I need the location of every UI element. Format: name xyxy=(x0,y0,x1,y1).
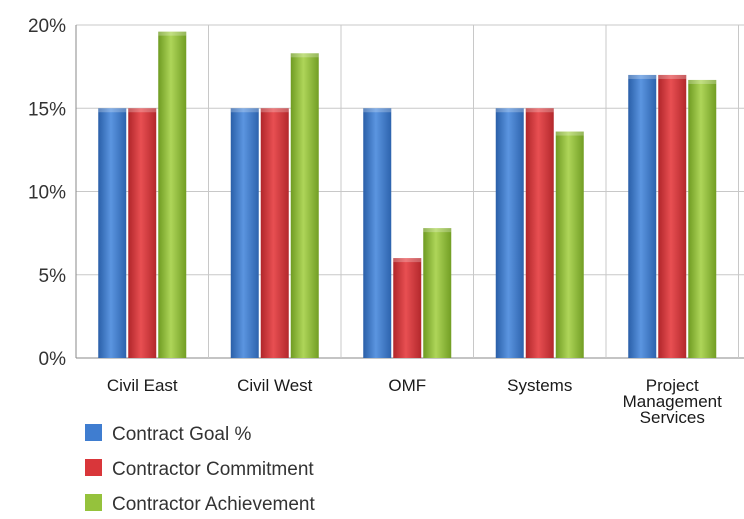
axes xyxy=(75,25,739,358)
bar-highlight xyxy=(128,108,157,113)
x-category-label-line: Civil East xyxy=(107,376,178,395)
x-category-label: Civil West xyxy=(237,376,313,395)
bar-contract-goal xyxy=(98,108,127,358)
bar-contractor-achievement xyxy=(555,131,584,358)
y-tick-label: 0% xyxy=(39,349,67,370)
bar-highlight xyxy=(260,108,289,113)
bar-highlight xyxy=(555,131,584,136)
bar-contractor-commitment xyxy=(393,258,422,358)
x-category-label-line: Services xyxy=(640,408,705,427)
bar-contractor-achievement xyxy=(423,228,452,358)
bar-highlight xyxy=(363,108,392,113)
legend-swatch xyxy=(85,459,102,476)
bar-contractor-commitment xyxy=(260,108,289,358)
bar-highlight xyxy=(628,74,657,79)
legend-label: Contractor Commitment xyxy=(112,459,314,480)
bar-contract-goal xyxy=(495,108,524,358)
legend: Contract Goal % Contractor Commitment Cont… xyxy=(85,424,315,515)
y-tick-label: 15% xyxy=(28,99,66,120)
bar-contract-goal xyxy=(628,74,657,358)
bar-highlight xyxy=(98,108,127,113)
bar-highlight xyxy=(393,258,422,263)
bar-contract-goal xyxy=(363,108,392,358)
x-category-label: Project Management Services xyxy=(623,376,723,427)
bar-highlight xyxy=(495,108,524,113)
x-category-label-line: Systems xyxy=(507,376,572,395)
y-tick-label: 5% xyxy=(39,266,67,287)
bar-contractor-commitment xyxy=(128,108,157,358)
legend-label: Contractor Achievement xyxy=(112,494,315,515)
x-category-label-line: OMF xyxy=(388,376,426,395)
bar-highlight xyxy=(525,108,554,113)
bar-contractor-commitment xyxy=(525,108,554,358)
x-category-label-line: Civil West xyxy=(237,376,313,395)
y-tick-label: 10% xyxy=(28,183,66,204)
bar-highlight xyxy=(290,53,319,58)
bar-contractor-commitment xyxy=(658,74,687,358)
x-category-label: Systems xyxy=(507,376,572,395)
bar-contractor-achievement xyxy=(688,79,717,358)
bar-contractor-achievement xyxy=(158,31,187,358)
bar-highlight xyxy=(230,108,259,113)
y-tick-label: 20% xyxy=(28,16,66,37)
bar-highlight xyxy=(688,79,717,84)
bar-contractor-achievement xyxy=(290,53,319,359)
x-category-label-line: Project xyxy=(646,376,699,395)
x-category-label: OMF xyxy=(388,376,426,395)
legend-swatch xyxy=(85,494,102,511)
legend-swatch xyxy=(85,424,102,441)
bar-highlight xyxy=(158,31,187,36)
bars xyxy=(98,31,717,359)
x-category-label: Civil East xyxy=(107,376,178,395)
legend-label: Contract Goal % xyxy=(112,424,251,445)
bar-highlight xyxy=(658,74,687,79)
x-category-label-line: Management xyxy=(623,392,723,411)
bar-contract-goal xyxy=(230,108,259,358)
axis-labels: 0% 5% 10% 15% 20% Civil East Civil West OMF Syst… xyxy=(28,16,722,427)
bar-highlight xyxy=(423,228,452,233)
